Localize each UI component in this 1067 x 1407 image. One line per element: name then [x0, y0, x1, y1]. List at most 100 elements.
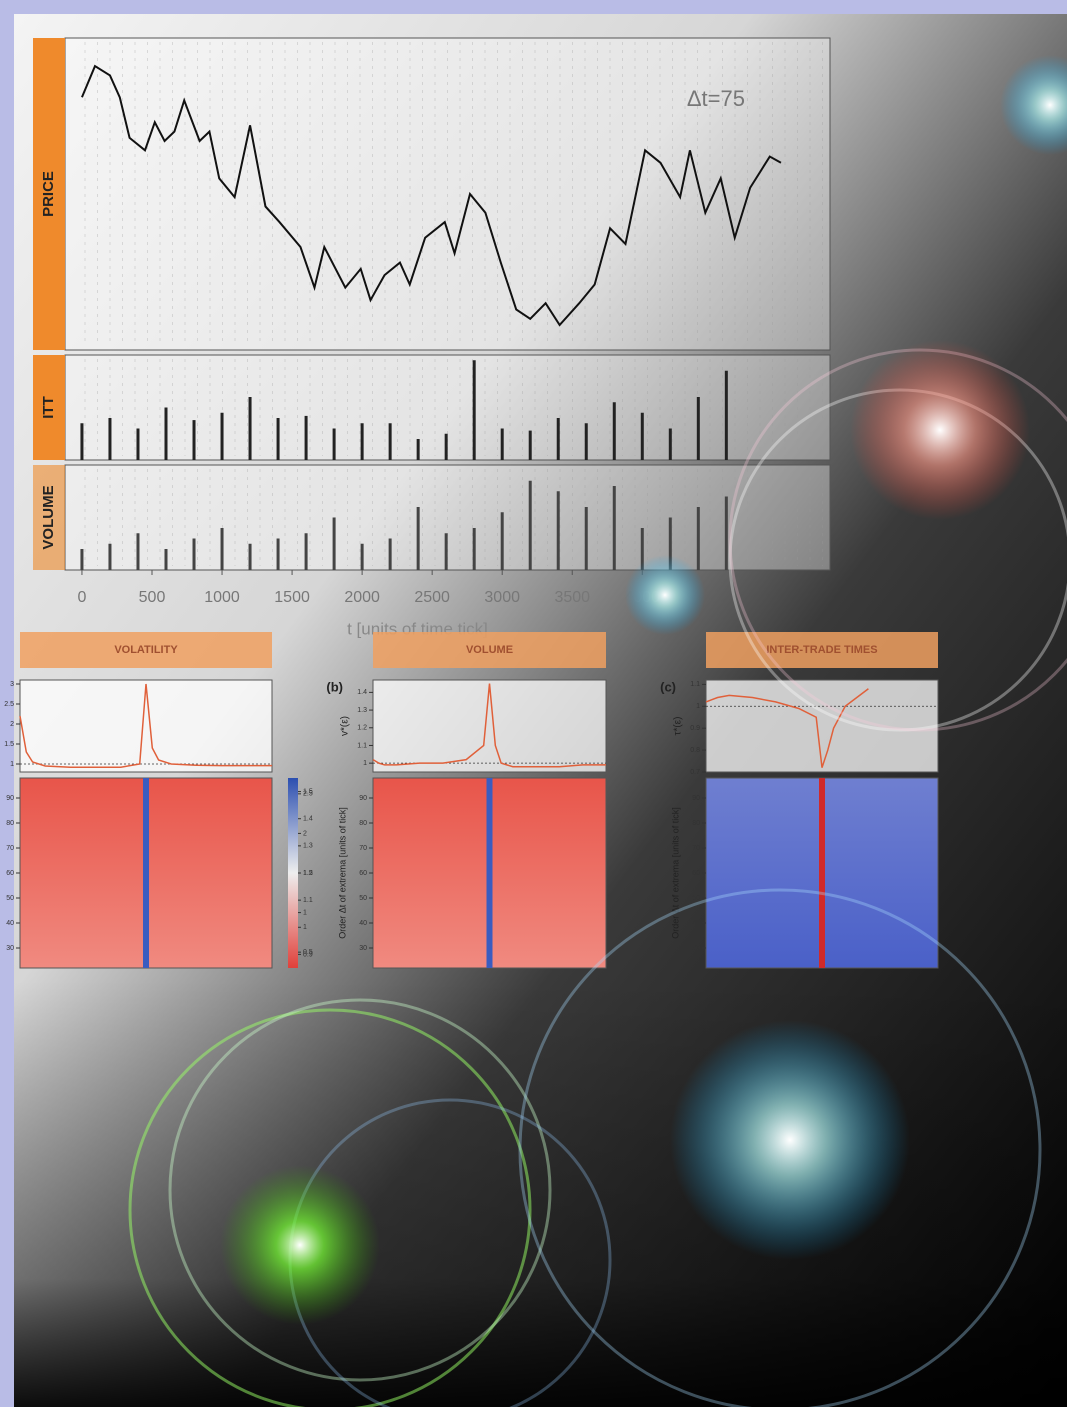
panel-letter: (b) — [326, 679, 343, 694]
x-tick-label: 2500 — [414, 589, 450, 606]
bar — [640, 412, 644, 460]
y-tick-label: 1.2 — [357, 725, 367, 732]
title-bar — [20, 632, 272, 668]
colorbar-tick-label: 1.2 — [303, 870, 313, 877]
heatmap-y-tick-label: 40 — [359, 920, 367, 927]
colorbar-tick-label: 1 — [303, 909, 307, 916]
bar — [528, 430, 532, 460]
heatmap-y-tick-label: 50 — [692, 895, 700, 902]
heatmap-y-tick-label: 90 — [692, 795, 700, 802]
glow — [670, 1020, 910, 1260]
heatmap-y-tick-label: 50 — [359, 895, 367, 902]
ring — [168, 998, 552, 1382]
y-tick-label: 2 — [10, 721, 14, 728]
plot-area — [19, 679, 273, 773]
bar — [668, 517, 672, 570]
colorbar-tick-label: 1.5 — [303, 870, 313, 877]
y-tick-label: 1 — [696, 703, 700, 710]
bar — [360, 423, 364, 460]
bar — [612, 402, 616, 460]
side-label-bar — [33, 38, 65, 350]
y-tick-label: 1.1 — [690, 681, 700, 688]
heatmap-y-label: Order Δt of extrema [units of tick] — [670, 807, 680, 939]
y-tick-label: 0.7 — [690, 769, 700, 776]
x-tick-label: 1000 — [204, 589, 240, 606]
y-tick-label: 1 — [10, 761, 14, 768]
annotation: Δt=75 — [687, 86, 745, 111]
bar — [696, 507, 700, 570]
bar — [528, 480, 532, 570]
heatmap-y-tick-label: 60 — [692, 870, 700, 877]
y-tick-label: 1 — [363, 760, 367, 767]
bar — [556, 491, 560, 570]
heatmap-ridge — [819, 778, 825, 968]
y-tick-label: 1.5 — [4, 741, 14, 748]
heatmap-y-tick-label: 80 — [6, 820, 14, 827]
title-bar — [706, 632, 938, 668]
heatmap-y-tick-label: 50 — [6, 895, 14, 902]
bar — [220, 528, 224, 570]
y-tick-label: 1.4 — [357, 689, 367, 696]
heatmap-ridge — [486, 778, 493, 968]
colorbar-tick-label: 0.5 — [303, 949, 313, 956]
side-label: PRICE — [40, 171, 57, 217]
bar — [164, 549, 168, 570]
ring — [128, 1008, 532, 1407]
x-tick-label: 3000 — [484, 589, 520, 606]
bar — [724, 370, 728, 460]
ring — [518, 888, 1042, 1407]
side-label: ITT — [40, 396, 57, 419]
heatmap-y-tick-label: 80 — [692, 820, 700, 827]
bar — [388, 423, 392, 460]
heatmap-y-tick-label: 70 — [359, 845, 367, 852]
data-line — [372, 683, 606, 768]
x-tick-label: 1500 — [274, 589, 310, 606]
side-label-bar — [33, 355, 65, 460]
bar — [696, 397, 700, 460]
heatmap-y-tick-label: 90 — [6, 795, 14, 802]
fade — [14, 980, 1067, 1407]
bar — [416, 439, 420, 460]
heatmap-y-tick-label: 90 — [359, 795, 367, 802]
y-label: v*(ε) — [340, 716, 351, 736]
bar — [164, 407, 168, 460]
heatmap-y-tick-label: 80 — [359, 820, 367, 827]
bar — [584, 423, 588, 460]
heatmap-y-tick-label: 30 — [6, 945, 14, 952]
charts: PRICE Δt=75 ITT VOLUME 0 500 1000 1500 2000 2500 3… — [4, 37, 939, 969]
bar — [136, 428, 140, 460]
y-tick-label: 3 — [10, 681, 14, 688]
bar — [500, 512, 504, 570]
bar — [80, 423, 84, 460]
x-tick-label: 0 — [77, 589, 86, 606]
heatmap-y-tick-label: 60 — [359, 870, 367, 877]
colorbar — [288, 778, 298, 968]
y-tick-label: 0.8 — [690, 747, 700, 754]
bar — [556, 418, 560, 460]
bar — [192, 538, 196, 570]
colorbar-tick-label: 1.1 — [303, 897, 313, 904]
panel-title: VOLATILITY — [114, 644, 178, 656]
bar — [304, 533, 308, 570]
y-tick-label: 1.1 — [357, 742, 367, 749]
bar — [500, 428, 504, 460]
bar — [360, 543, 364, 570]
x-tick-label: 3500 — [554, 589, 590, 606]
heatmap-y-tick-label: 30 — [359, 945, 367, 952]
bar — [276, 418, 280, 460]
bar — [108, 418, 112, 460]
bar — [444, 533, 448, 570]
heatmap-y-tick-label: 60 — [6, 870, 14, 877]
heatmap-y-label: Order Δt of extrema [units of tick] — [337, 807, 347, 939]
y-tick-label: 1.3 — [357, 707, 367, 714]
bar — [640, 528, 644, 570]
heatmap-y-tick-label: 30 — [692, 945, 700, 952]
plot-area — [372, 679, 607, 773]
bar — [276, 538, 280, 570]
data-line — [81, 64, 782, 327]
colorbar-tick-label: 1.4 — [303, 816, 313, 823]
glow — [220, 1165, 380, 1325]
bar — [248, 543, 252, 570]
y-tick-label: 0.9 — [690, 725, 700, 732]
